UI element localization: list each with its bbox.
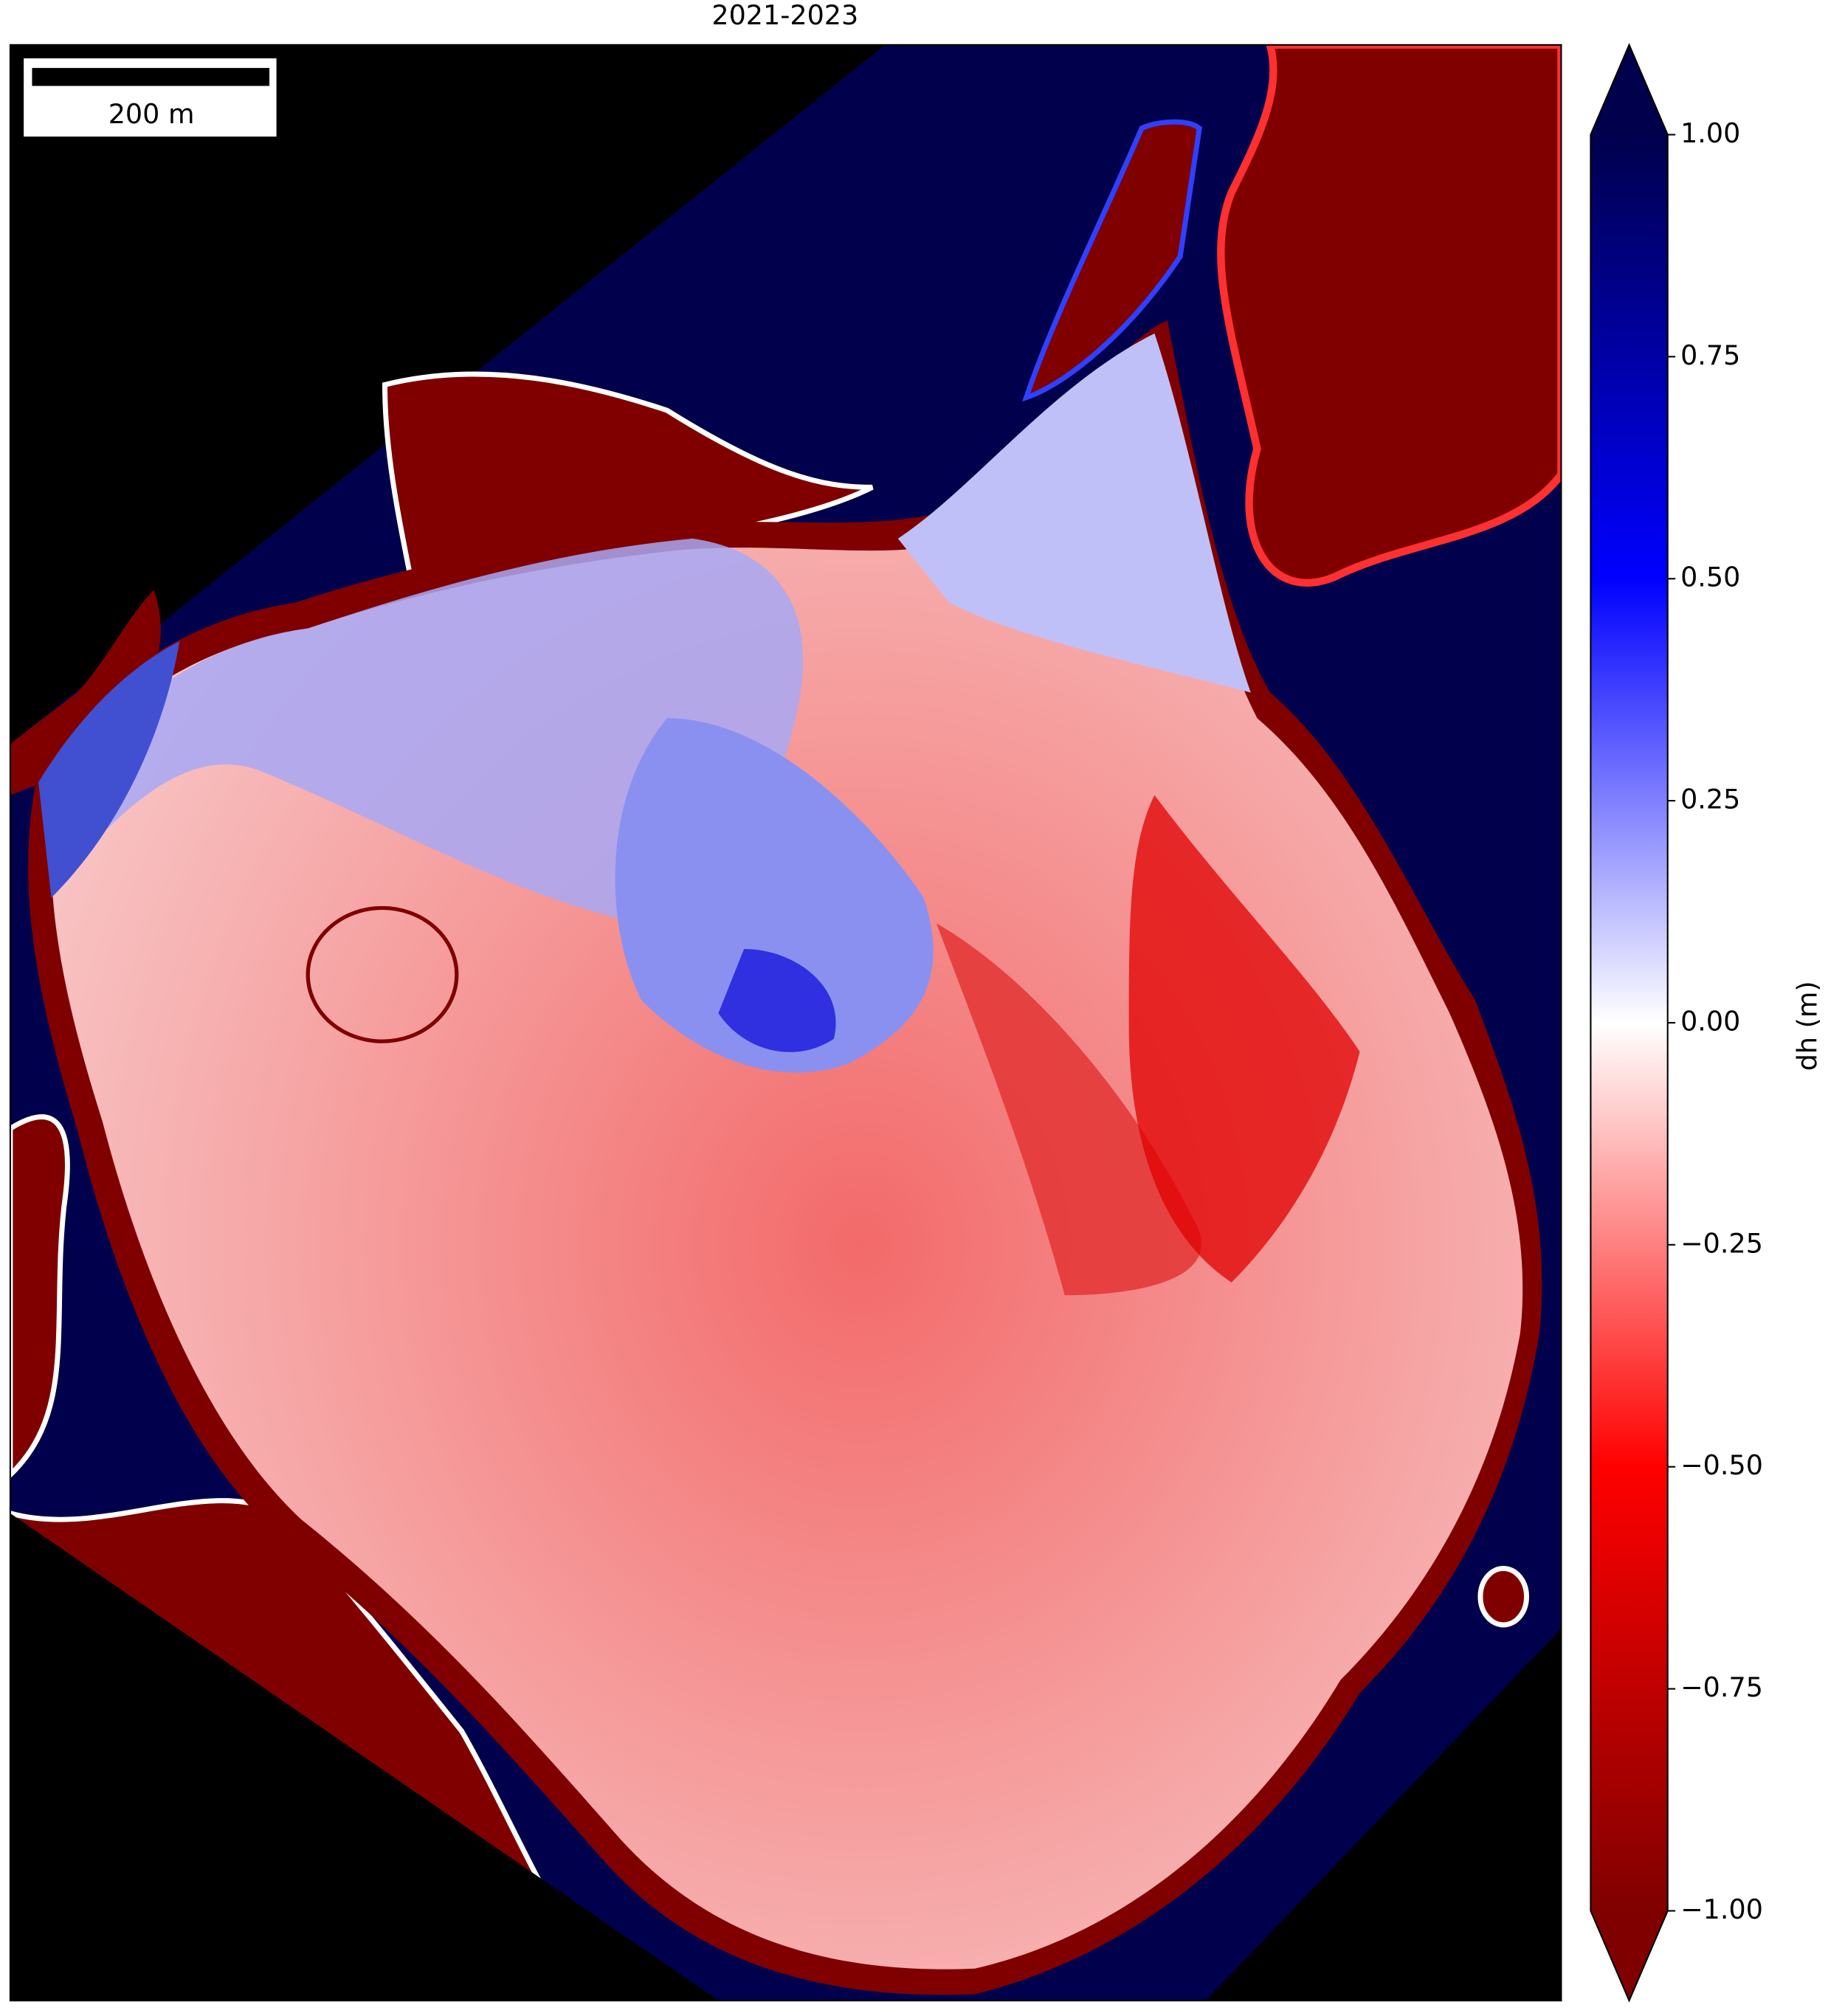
colorbar: 1.00 0.75 0.50 0.25 0.00 −0.25 −0.50 −0.75 −1.00 — [1590, 43, 1763, 2003]
colorbar-tick-label: 1.00 — [1680, 117, 1740, 149]
title: 2021-2023 — [711, 0, 858, 31]
scale-bar-bar — [32, 68, 270, 86]
colorbar-gradient — [1590, 134, 1668, 1911]
colorbar-tick-label: −0.75 — [1680, 1671, 1763, 1703]
colorbar-tick-label: −1.00 — [1680, 1894, 1763, 1925]
colorbar-extend-max — [1590, 44, 1668, 135]
scale-bar: 200 m — [22, 57, 278, 138]
colorbar-tick-label: −0.25 — [1680, 1227, 1763, 1259]
colorbar-tick-label: 0.75 — [1680, 339, 1740, 371]
dh-raster — [10, 44, 1562, 2001]
colorbar-tick-label: 0.50 — [1680, 562, 1740, 593]
colorbar-tick-label: 0.00 — [1680, 1005, 1740, 1037]
axes-frame — [9, 44, 1562, 2002]
colorbar-tick-label: 0.25 — [1680, 784, 1740, 815]
colorbar-extend-min — [1590, 1910, 1668, 2001]
colorbar-tick-label: −0.50 — [1680, 1449, 1763, 1481]
scale-bar-label: 200 m — [108, 98, 195, 130]
colorbar-label: dh (m) — [1791, 981, 1823, 1071]
